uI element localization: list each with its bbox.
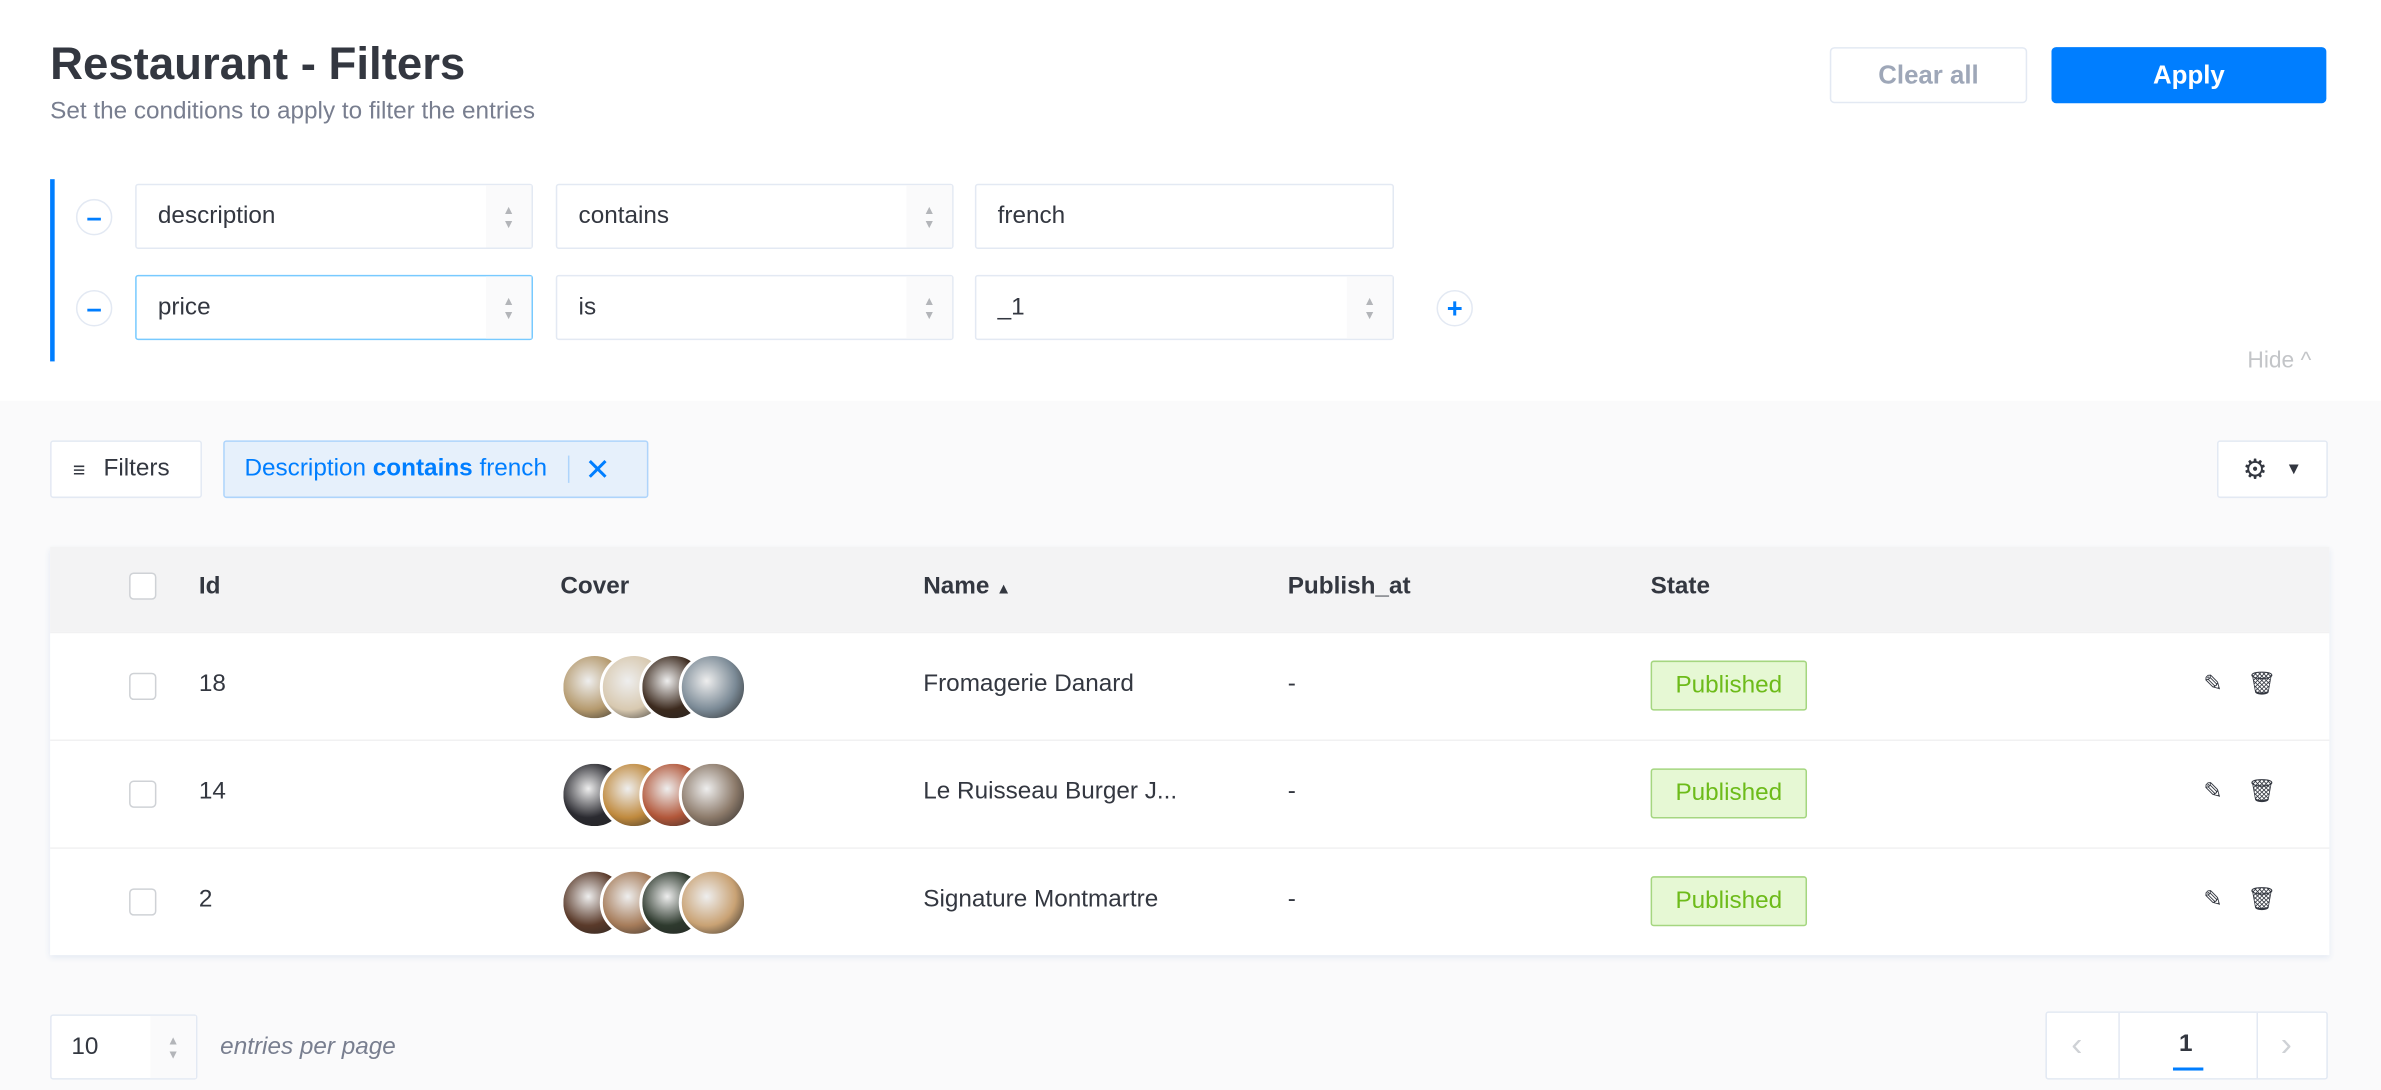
column-name[interactable]: Name ▲ (923, 574, 1011, 601)
filter-operator-select[interactable]: is ▲ ▼ (555, 274, 954, 341)
select-all-checkbox[interactable] (129, 572, 157, 600)
cover-image (678, 868, 748, 937)
caret-down-icon: ▼ (2285, 460, 2303, 479)
column-cover[interactable]: Cover (560, 573, 630, 600)
trash-icon[interactable]: 🗑 (2247, 671, 2277, 697)
minus-icon: – (86, 201, 102, 232)
status-badge: Published (1650, 876, 1808, 927)
filter-value-input[interactable]: french (974, 183, 1394, 250)
table-row[interactable]: 14 Le Ruisseau Burger J... - Published ✎… (50, 739, 2330, 848)
plus-icon: + (1446, 292, 1463, 323)
table-row[interactable]: 18 Fromagerie Danard - Published ✎ 🗑 (50, 631, 2330, 740)
column-name-label: Name (923, 573, 990, 600)
filters-label: Filters (103, 455, 170, 482)
cover-image (678, 760, 748, 830)
cell-id: 2 (198, 886, 213, 913)
select-arrows-icon: ▲ ▼ (485, 276, 532, 339)
pager-divider (2256, 1012, 2259, 1079)
filter-group-indicator (50, 179, 55, 362)
chevron-up-icon: ^ (2300, 347, 2312, 374)
cell-publish-at: - (1287, 671, 1296, 697)
chip-value: french (479, 455, 547, 482)
column-id[interactable]: Id (198, 573, 221, 600)
filter-value-select[interactable]: _1 ▲ ▼ (974, 274, 1394, 341)
entries-table: Id Cover Name ▲ Publish_at State 18 From… (50, 546, 2330, 956)
select-value: contains (578, 202, 670, 229)
column-publish-at[interactable]: Publish_at (1287, 573, 1411, 600)
select-arrows-icon: ▲ ▼ (485, 185, 532, 248)
select-value: description (157, 202, 276, 229)
status-badge: Published (1650, 768, 1808, 819)
select-arrows-icon: ▲ ▼ (906, 185, 953, 248)
filter-operator-select[interactable]: contains ▲ ▼ (555, 183, 954, 250)
select-value: is (578, 293, 597, 320)
pagination: ‹ 1 › (2045, 1011, 2328, 1080)
row-checkbox[interactable] (129, 672, 157, 701)
input-value: french (997, 202, 1066, 229)
edit-pencil-icon[interactable]: ✎ (2203, 778, 2223, 805)
cell-publish-at: - (1287, 886, 1296, 913)
column-state[interactable]: State (1650, 573, 1711, 600)
table-row[interactable]: 2 Signature Montmartre - Published ✎ 🗑 (50, 847, 2330, 955)
edit-pencil-icon[interactable]: ✎ (2203, 886, 2223, 913)
cover-image (678, 652, 748, 722)
next-page-icon[interactable]: › (2280, 1024, 2292, 1063)
gear-icon: ⚙ (2242, 453, 2268, 484)
pager-divider (2118, 1012, 2120, 1079)
sort-asc-icon: ▲ (996, 581, 1012, 599)
remove-filter-button[interactable]: – (75, 290, 113, 327)
add-filter-button[interactable]: + (1436, 290, 1473, 327)
chip-operator: contains (372, 455, 473, 482)
page-title: Restaurant - Filters (50, 39, 466, 90)
table-header: Id Cover Name ▲ Publish_at State (50, 546, 2330, 632)
per-page-value: 10 (71, 1033, 99, 1060)
select-value: _1 (997, 293, 1025, 320)
clear-all-button[interactable]: Clear all (1829, 47, 2028, 104)
select-arrows-icon: ▲ ▼ (906, 276, 953, 339)
select-arrows-icon: ▲ ▼ (150, 1015, 196, 1079)
hide-label: Hide (2247, 347, 2295, 374)
select-arrows-icon: ▲ ▼ (1346, 276, 1393, 339)
cell-cover (560, 760, 750, 830)
filter-field-select[interactable]: description ▲ ▼ (135, 183, 533, 250)
cell-name: Le Ruisseau Burger J... (923, 778, 1178, 805)
prev-page-icon[interactable]: ‹ (2071, 1024, 2083, 1063)
remove-filter-button[interactable]: – (75, 198, 113, 236)
trash-icon[interactable]: 🗑 (2247, 886, 2277, 913)
row-checkbox[interactable] (129, 780, 157, 808)
filter-field-select[interactable]: price ▲ ▼ (135, 274, 533, 341)
cell-id: 18 (198, 671, 226, 697)
status-badge: Published (1650, 660, 1808, 711)
cell-name: Signature Montmartre (923, 886, 1159, 913)
filters-button[interactable]: ≡ Filters (50, 440, 202, 499)
filter-lines-icon: ≡ (72, 457, 86, 482)
apply-button[interactable]: Apply (2051, 47, 2327, 104)
active-filter-chip: Description contains french ✕ (223, 440, 649, 499)
chip-field: Description (244, 455, 367, 482)
row-checkbox[interactable] (129, 888, 157, 916)
minus-icon: – (86, 292, 102, 323)
current-page-indicator (2172, 1067, 2204, 1071)
edit-pencil-icon[interactable]: ✎ (2203, 671, 2223, 697)
page-subtitle: Set the conditions to apply to filter th… (50, 98, 535, 125)
cell-name: Fromagerie Danard (923, 671, 1134, 697)
page-1[interactable]: 1 (2179, 1031, 2193, 1057)
hide-filters-toggle[interactable]: Hide ^ (2247, 348, 2311, 374)
trash-icon[interactable]: 🗑 (2247, 778, 2277, 805)
cell-publish-at: - (1287, 778, 1296, 805)
entries-per-page-select[interactable]: 10 ▲ ▼ (50, 1014, 198, 1080)
chip-divider (568, 455, 570, 483)
entries-per-page-label: entries per page (220, 1034, 396, 1060)
cell-cover (560, 868, 750, 937)
select-value: price (157, 293, 211, 320)
cell-id: 14 (198, 778, 226, 805)
cell-cover (560, 652, 750, 722)
settings-dropdown-button[interactable]: ⚙ ▼ (2217, 440, 2328, 499)
close-icon[interactable]: ✕ (584, 453, 611, 487)
